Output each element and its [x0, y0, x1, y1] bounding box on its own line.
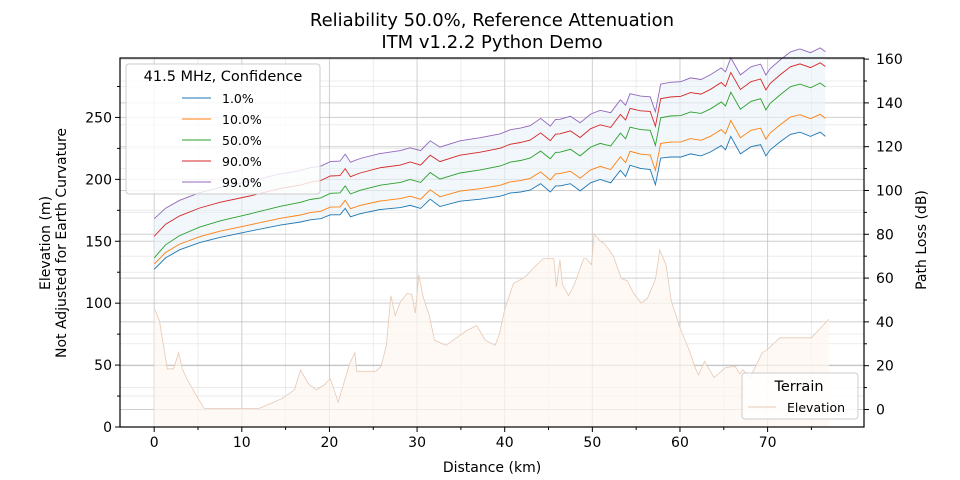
- left-y-tick-label: 0: [103, 420, 112, 436]
- right-y-tick-label: 140: [876, 96, 903, 112]
- legend-label: 90.0%: [222, 154, 262, 169]
- terrain-fill: [154, 233, 829, 427]
- series-line-50-0pct: [153, 82, 826, 259]
- right-y-axis: 0 20 40 60 80 100 120 140 160: [864, 52, 903, 418]
- x-tick-label: 60: [671, 435, 689, 451]
- right-y-tick-label: 60: [876, 271, 894, 287]
- series-line-1-0pct: [153, 131, 826, 270]
- right-y-tick-label: 40: [876, 315, 894, 331]
- pathloss-legend-box: [125, 63, 321, 195]
- left-y-axis: 0 50 100 150 200 250: [85, 85, 120, 436]
- legend-label: 1.0%: [222, 91, 254, 106]
- chart-title: Reliability 50.0%, Reference Attenuation: [310, 10, 674, 31]
- left-y-tick-label: 100: [85, 296, 112, 312]
- series-line-10-0pct: [153, 113, 826, 265]
- legend-label: 50.0%: [222, 133, 262, 148]
- right-y-tick-label: 120: [876, 140, 903, 156]
- x-axis-label: Distance (km): [443, 460, 541, 476]
- x-tick-label: 10: [233, 435, 251, 451]
- terrain-elevation-line: [153, 232, 830, 409]
- series-layer: [153, 47, 826, 270]
- terrain-legend: Terrain Elevation: [741, 372, 859, 420]
- right-y-tick-label: 80: [876, 227, 894, 243]
- x-tick-label: 30: [408, 435, 426, 451]
- plot-frame: [119, 57, 865, 428]
- left-y-tick-label: 200: [85, 172, 112, 188]
- right-y-tick-label: 20: [876, 359, 894, 375]
- pathloss-legend-title: 41.5 MHz, Confidence: [144, 69, 303, 85]
- x-axis: 0 10 20 30 40 50 60 70: [150, 427, 812, 451]
- legend-label: 10.0%: [222, 112, 262, 127]
- legend-label: 99.0%: [222, 175, 262, 190]
- x-tick-label: 0: [150, 435, 159, 451]
- terrain-layer: [153, 232, 830, 427]
- right-y-axis-label: Path Loss (dB): [914, 190, 930, 290]
- right-y-tick-label: 0: [876, 402, 885, 418]
- x-tick-label: 40: [496, 435, 514, 451]
- series-line-90-0pct: [153, 62, 826, 237]
- x-tick-label: 70: [759, 435, 777, 451]
- terrain-legend-title: Terrain: [773, 379, 823, 395]
- x-tick-label: 50: [583, 435, 601, 451]
- chart-subtitle: ITM v1.2.2 Python Demo: [381, 32, 602, 53]
- terrain-legend-label: Elevation: [787, 400, 845, 415]
- left-y-tick-label: 50: [94, 358, 112, 374]
- pathloss-legend: 41.5 MHz, Confidence 1.0% 10.0% 50.0% 90.0%…: [125, 63, 321, 195]
- confidence-band-fill: [154, 47, 826, 270]
- left-y-tick-label: 150: [85, 234, 112, 250]
- left-y-axis-label-line2: Not Adjusted for Earth Curvature: [54, 128, 70, 358]
- right-y-tick-label: 160: [876, 52, 903, 68]
- left-y-axis-label-line1: Elevation (m): [38, 196, 54, 290]
- right-y-tick-label: 100: [876, 183, 903, 199]
- x-tick-label: 20: [321, 435, 339, 451]
- series-line-99-0pct: [153, 47, 826, 220]
- left-y-tick-label: 250: [85, 110, 112, 126]
- confidence-band: [154, 47, 826, 270]
